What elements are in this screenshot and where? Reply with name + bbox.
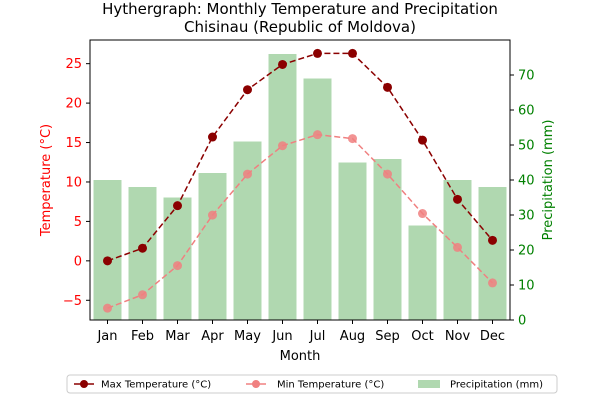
y-left-tick-label: 20: [65, 97, 82, 112]
min-temp-point-dec: [488, 278, 497, 288]
precipitation-bar-apr: [198, 173, 227, 320]
max-temp-point-nov: [453, 194, 462, 204]
max-temp-point-feb: [138, 243, 147, 253]
x-tick-label: Apr: [201, 329, 224, 344]
x-tick-label: Jul: [309, 329, 326, 344]
precipitation-bar-aug: [338, 162, 367, 320]
x-tick-label: Oct: [411, 329, 433, 344]
y-right-tick-label: 40: [518, 174, 535, 189]
precipitation-bar-jan: [93, 180, 122, 320]
y-left-tick-label: 5: [74, 215, 82, 230]
max-temp-point-sep: [383, 82, 392, 92]
y-left-axis-label: Temperature (°C): [39, 124, 54, 237]
max-temp-point-apr: [208, 132, 217, 142]
max-temp-point-jun: [278, 59, 287, 69]
precipitation-bar-may: [233, 141, 262, 320]
x-tick-label: Jun: [271, 329, 292, 344]
max-temp-point-jul: [313, 48, 322, 58]
precipitation-bar-oct: [408, 225, 437, 320]
min-temp-point-feb: [138, 290, 147, 300]
precipitation-bar-sep: [373, 159, 402, 320]
y-right-tick-label: 0: [518, 314, 526, 329]
min-temp-point-nov: [453, 242, 462, 252]
y-right-axis-label: Precipitation (mm): [541, 120, 556, 241]
precipitation-bar-dec: [478, 187, 507, 320]
y-right-tick-label: 70: [518, 69, 535, 84]
min-temp-point-apr: [208, 210, 217, 220]
min-temp-point-jul: [313, 130, 322, 140]
legend-min-temp-label: Min Temperature (°C): [277, 380, 384, 391]
legend: Max Temperature (°C) Min Temperature (°C)…: [66, 374, 558, 394]
y-left-tick-label: 10: [65, 175, 82, 190]
min-temp-point-aug: [348, 134, 357, 144]
y-right-tick-label: 10: [518, 279, 535, 294]
min-temp-point-sep: [383, 169, 392, 179]
max-temp-point-dec: [488, 235, 497, 245]
x-tick-label: Jan: [96, 329, 117, 344]
min-temp-point-jun: [278, 141, 287, 151]
legend-precipitation-label: Precipitation (mm): [450, 380, 543, 391]
x-tick-label: Mar: [165, 329, 190, 344]
min-temp-point-mar: [173, 261, 182, 271]
y-right-tick-label: 50: [518, 139, 535, 154]
max-temp-line: [107, 52, 494, 262]
x-tick-label: Feb: [131, 329, 154, 344]
y-left-tick-label: −5: [63, 294, 82, 309]
y-right-tick-label: 60: [518, 104, 535, 119]
legend-box: [66, 374, 558, 394]
x-tick-label: Dec: [480, 329, 505, 344]
max-temp-point-oct: [418, 135, 427, 145]
legend-max-temp-marker: [80, 380, 88, 388]
y-right-tick-label: 20: [518, 244, 535, 259]
min-temp-point-may: [243, 169, 252, 179]
precipitation-bar-jun: [268, 54, 297, 320]
chart-subtitle: Chisinau (Republic of Moldova): [184, 18, 416, 36]
legend-min-temp-marker: [252, 380, 260, 388]
precipitation-bar-jul: [303, 78, 332, 320]
max-temp-point-mar: [173, 201, 182, 211]
min-temp-line: [107, 133, 494, 309]
x-axis-label: Month: [280, 349, 321, 364]
x-tick-label: May: [234, 329, 261, 344]
max-temp-point-aug: [348, 48, 357, 58]
precipitation-bar-feb: [128, 187, 157, 320]
y-right-tick-label: 30: [518, 209, 535, 224]
x-tick-label: Nov: [445, 329, 471, 344]
y-left-tick-label: 0: [74, 254, 82, 269]
max-temp-point-jan: [103, 256, 112, 266]
precipitation-bar-mar: [163, 197, 192, 320]
x-tick-label: Sep: [375, 329, 400, 344]
min-temp-point-jan: [103, 303, 112, 313]
chart-title: Hythergraph: Monthly Temperature and Pre…: [102, 0, 498, 18]
legend-max-temp-label: Max Temperature (°C): [101, 380, 211, 391]
max-temp-point-may: [243, 85, 252, 95]
legend-precipitation-swatch: [418, 380, 440, 388]
y-left-tick-label: 25: [65, 57, 82, 72]
min-temp-point-oct: [418, 209, 427, 219]
x-tick-label: Aug: [340, 329, 365, 344]
y-left-tick-label: 15: [65, 136, 82, 151]
